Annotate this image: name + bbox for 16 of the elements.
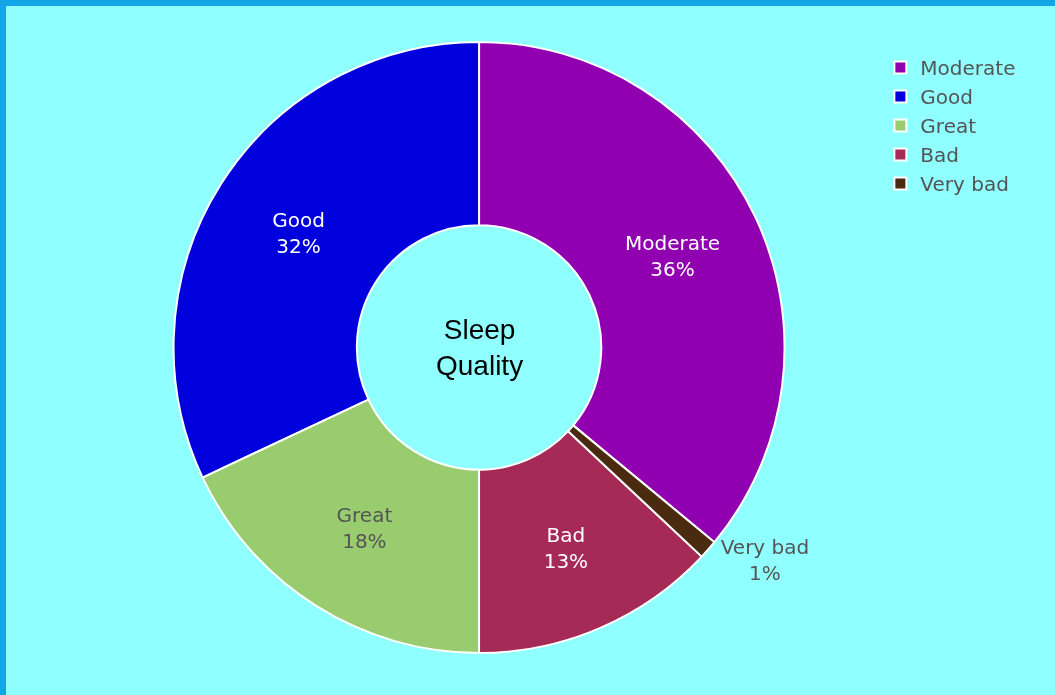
slice-label: Good [272, 207, 325, 232]
data-label: 32% [276, 233, 321, 258]
legend-label: Very bad [920, 172, 1009, 197]
slice-label: Bad [546, 523, 586, 548]
text: Sleep Quality [436, 314, 524, 382]
data-label: 36% [650, 257, 695, 282]
slice-label: Great [336, 503, 393, 528]
slice-label: Very bad [720, 535, 810, 560]
legend-label: Great [920, 114, 977, 139]
legend-label: Bad [920, 143, 960, 168]
data-label: 18% [342, 529, 387, 554]
slice-label: Moderate [624, 231, 721, 256]
data-label: 13% [543, 549, 589, 574]
data-label: 1% [749, 561, 781, 586]
legend-label: Moderate [920, 56, 1016, 81]
legend-label: Good [920, 85, 974, 110]
